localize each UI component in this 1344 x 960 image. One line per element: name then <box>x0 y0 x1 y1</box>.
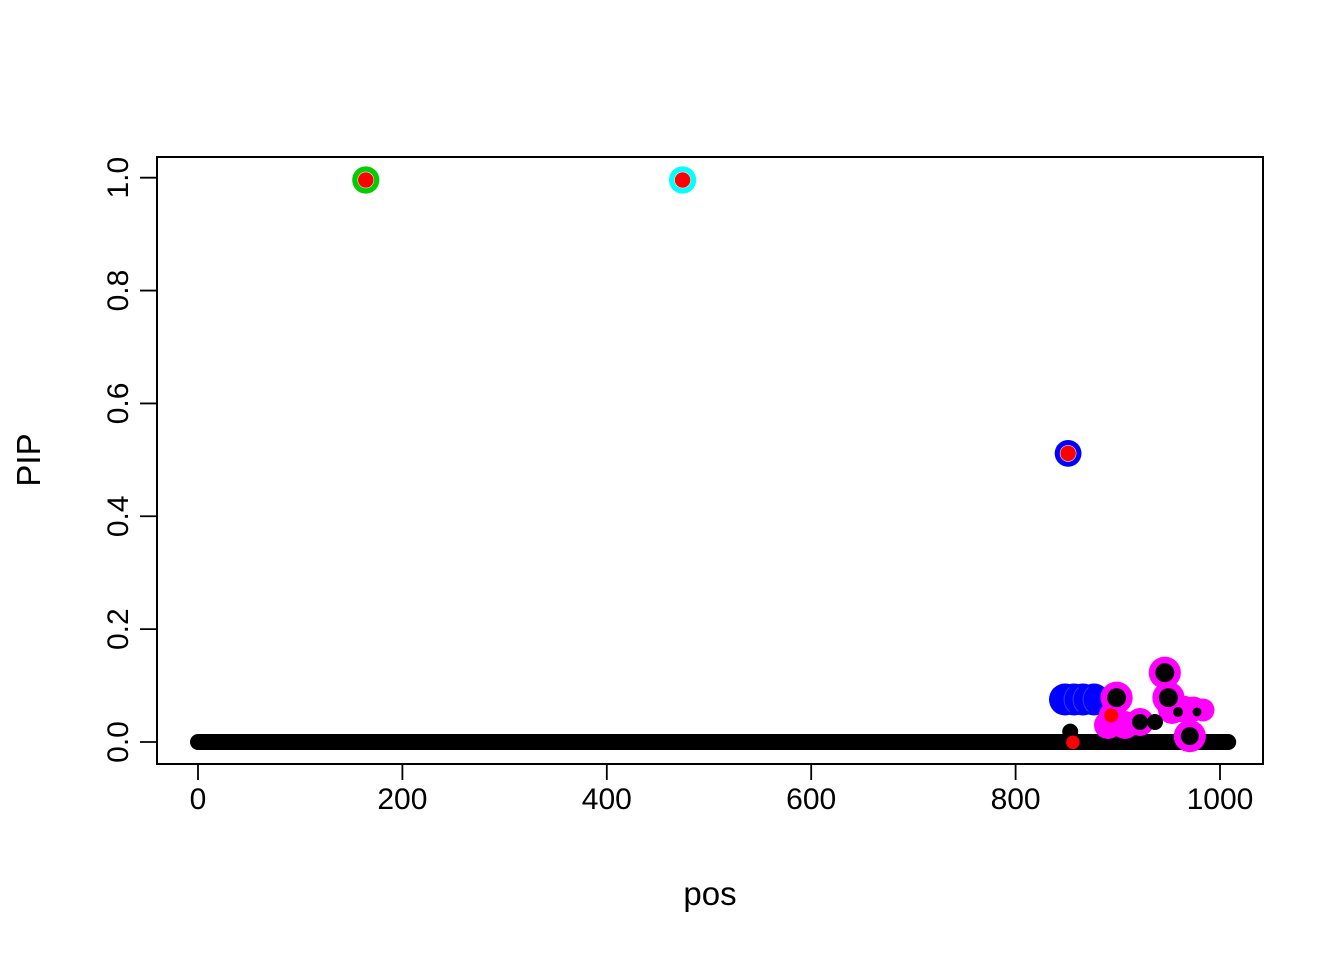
svg-text:0.6: 0.6 <box>102 383 135 425</box>
svg-text:0: 0 <box>190 783 207 816</box>
svg-text:800: 800 <box>991 783 1041 816</box>
svg-text:pos: pos <box>683 875 736 912</box>
svg-text:1.0: 1.0 <box>102 157 135 199</box>
svg-text:1000: 1000 <box>1187 783 1254 816</box>
svg-text:0.4: 0.4 <box>102 495 135 537</box>
svg-text:0.8: 0.8 <box>102 270 135 312</box>
svg-text:200: 200 <box>377 783 427 816</box>
svg-text:400: 400 <box>582 783 632 816</box>
svg-text:600: 600 <box>786 783 836 816</box>
svg-text:PIP: PIP <box>10 433 47 486</box>
svg-text:0.2: 0.2 <box>102 608 135 650</box>
svg-text:0.0: 0.0 <box>102 721 135 763</box>
